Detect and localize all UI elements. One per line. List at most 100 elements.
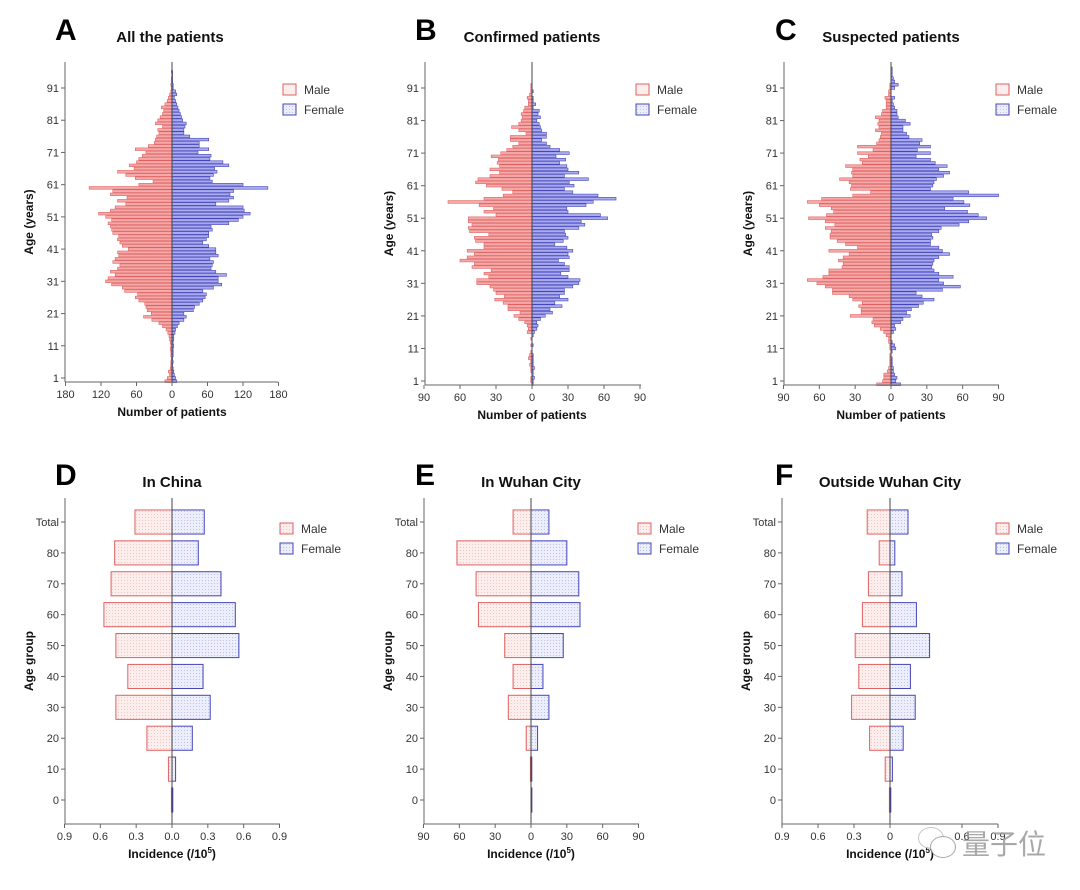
legend-swatch-female <box>635 103 650 116</box>
bar-male <box>162 112 173 116</box>
bar-male <box>469 229 533 233</box>
x-tick-label: 0.9 <box>774 831 789 843</box>
bar-female <box>171 318 185 322</box>
y-tick-label: 10 <box>406 764 418 776</box>
y-tick-label: 10 <box>47 764 59 776</box>
bar-female <box>531 317 541 321</box>
bar-male <box>153 141 173 145</box>
bar-female <box>531 265 570 269</box>
bar-female <box>890 297 935 302</box>
bar-female <box>890 193 999 198</box>
y-tick-label: 0 <box>53 795 59 807</box>
bar-male <box>819 203 892 207</box>
bar-male <box>111 218 173 222</box>
x-tick-label: 0.3 <box>200 831 215 843</box>
y-axis-title: Age group <box>381 631 395 691</box>
y-tick-label: 60 <box>764 610 776 622</box>
bar-female <box>890 203 971 207</box>
y-tick-label: 81 <box>47 115 59 127</box>
bar-female <box>890 320 901 325</box>
bar-female <box>531 174 565 178</box>
bar-female <box>171 183 244 187</box>
bar-male <box>832 291 892 295</box>
x-tick-label: 180 <box>269 389 287 401</box>
bar-female <box>890 258 935 263</box>
y-axis-title: Age (years) <box>741 191 755 256</box>
bar-female <box>531 229 565 233</box>
bar-female <box>890 216 987 220</box>
bar-male <box>520 118 533 123</box>
bar-male <box>879 327 892 331</box>
bar-female <box>890 197 954 201</box>
bar-female <box>531 197 617 201</box>
bar-male <box>885 105 892 110</box>
x-tick-label: 30 <box>561 831 573 843</box>
bar-female <box>531 291 565 295</box>
bar-female <box>531 310 553 315</box>
bar-male <box>145 150 173 155</box>
bar-male <box>828 271 892 276</box>
bar-female <box>171 205 244 209</box>
y-tick-label: 1 <box>772 376 778 388</box>
legend-label-male: Male <box>1017 83 1043 97</box>
bar-male <box>115 694 173 720</box>
bar-female <box>530 663 544 689</box>
bar-male <box>878 540 891 566</box>
bar-male <box>878 125 892 129</box>
bar-female <box>890 226 942 230</box>
bar-female <box>171 253 219 258</box>
bar-male <box>122 286 173 290</box>
bar-female <box>171 154 212 158</box>
bar-male <box>475 239 533 243</box>
bar-female <box>890 310 907 315</box>
bar-male <box>876 141 892 145</box>
bar-male <box>522 115 533 119</box>
bar-male <box>512 190 533 194</box>
bar-female <box>889 571 903 597</box>
bar-female <box>531 177 589 181</box>
bar-male <box>518 141 533 145</box>
bar-female <box>531 275 569 279</box>
bar-female <box>171 134 191 138</box>
bar-male <box>518 317 533 321</box>
bar-female <box>531 135 547 139</box>
bar-female <box>171 208 245 213</box>
bar-female <box>531 278 581 282</box>
bar-male <box>828 249 892 253</box>
bar-male <box>851 694 891 720</box>
bar-male <box>850 314 892 318</box>
bar-male <box>851 184 892 188</box>
bar-female <box>531 206 568 211</box>
legend-label-male: Male <box>301 522 327 536</box>
bar-male <box>852 297 892 302</box>
bar-female <box>890 174 944 178</box>
bar-male <box>829 236 892 240</box>
bar-female <box>890 245 940 250</box>
y-tick-label: 31 <box>407 278 419 290</box>
panel-title: In Wuhan City <box>481 474 581 491</box>
bar-male <box>826 213 892 217</box>
bar-male <box>830 229 892 233</box>
bar-male <box>866 509 891 535</box>
bar-male <box>488 232 533 237</box>
bar-female <box>531 232 566 237</box>
x-tick-label: 30 <box>489 831 501 843</box>
bar-female <box>530 540 568 566</box>
bar-male <box>157 128 173 132</box>
bar-female <box>531 320 538 325</box>
bar-male <box>502 301 533 305</box>
bar-male <box>118 234 173 238</box>
bar-male <box>486 184 533 188</box>
bar-female <box>889 509 909 535</box>
bar-male <box>138 157 173 161</box>
bar-male <box>854 633 891 659</box>
y-tick-label: 11 <box>48 341 59 353</box>
bar-female <box>531 109 540 113</box>
bar-male <box>834 223 892 227</box>
bar-male <box>882 379 892 383</box>
bar-male <box>882 109 892 113</box>
bar-female <box>171 328 176 332</box>
panel-b: B Confirmed patients111213141516171819190… <box>382 14 697 422</box>
bar-male <box>502 193 533 198</box>
